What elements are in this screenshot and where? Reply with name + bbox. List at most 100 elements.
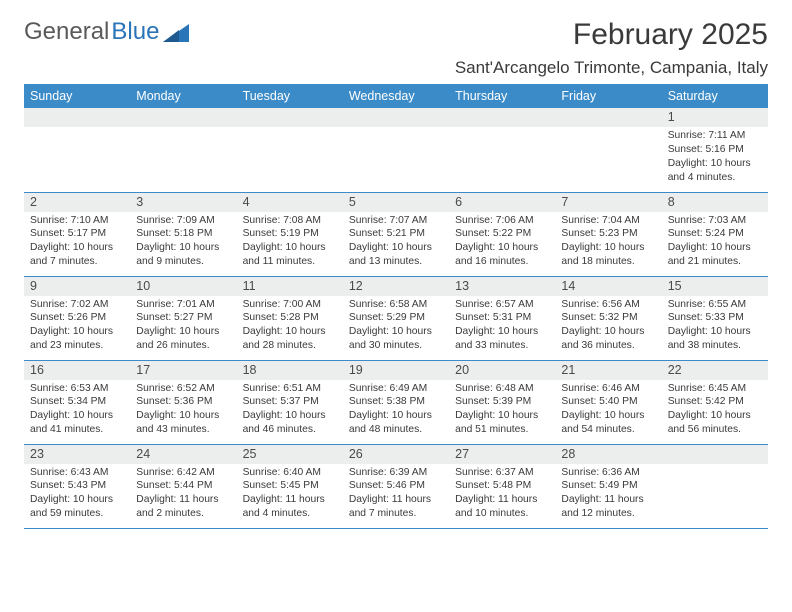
day-number: 3 [130,193,236,212]
calendar-cell: 3Sunrise: 7:09 AMSunset: 5:18 PMDaylight… [130,192,236,276]
day-detail: Sunrise: 7:08 AMSunset: 5:19 PMDaylight:… [237,212,343,274]
day-detail: Sunrise: 6:51 AMSunset: 5:37 PMDaylight:… [237,380,343,442]
brand-text-1: General [24,18,109,46]
brand-text-2: Blue [111,18,159,46]
calendar-cell [130,108,236,192]
calendar-cell [449,108,555,192]
day-detail: Sunrise: 7:09 AMSunset: 5:18 PMDaylight:… [130,212,236,274]
header: GeneralBlue February 2025 Sant'Arcangelo… [24,18,768,84]
day-number: 5 [343,193,449,212]
day-number: 19 [343,361,449,380]
day-detail: Sunrise: 6:43 AMSunset: 5:43 PMDaylight:… [24,464,130,526]
calendar-cell: 18Sunrise: 6:51 AMSunset: 5:37 PMDayligh… [237,360,343,444]
calendar-cell: 9Sunrise: 7:02 AMSunset: 5:26 PMDaylight… [24,276,130,360]
day-detail: Sunrise: 6:39 AMSunset: 5:46 PMDaylight:… [343,464,449,526]
calendar-cell [24,108,130,192]
day-detail: Sunrise: 7:07 AMSunset: 5:21 PMDaylight:… [343,212,449,274]
calendar-cell [662,444,768,528]
calendar-cell: 21Sunrise: 6:46 AMSunset: 5:40 PMDayligh… [555,360,661,444]
day-number: 26 [343,445,449,464]
day-number [555,108,661,127]
day-number: 6 [449,193,555,212]
day-detail: Sunrise: 7:10 AMSunset: 5:17 PMDaylight:… [24,212,130,274]
calendar-cell: 27Sunrise: 6:37 AMSunset: 5:48 PMDayligh… [449,444,555,528]
calendar-cell: 11Sunrise: 7:00 AMSunset: 5:28 PMDayligh… [237,276,343,360]
day-detail: Sunrise: 6:42 AMSunset: 5:44 PMDaylight:… [130,464,236,526]
day-number: 10 [130,277,236,296]
day-detail: Sunrise: 6:46 AMSunset: 5:40 PMDaylight:… [555,380,661,442]
day-number: 9 [24,277,130,296]
day-number: 16 [24,361,130,380]
day-detail: Sunrise: 7:11 AMSunset: 5:16 PMDaylight:… [662,127,768,189]
brand-logo: GeneralBlue [24,18,189,46]
day-detail: Sunrise: 7:06 AMSunset: 5:22 PMDaylight:… [449,212,555,274]
day-detail: Sunrise: 6:55 AMSunset: 5:33 PMDaylight:… [662,296,768,358]
day-number: 14 [555,277,661,296]
calendar-cell: 15Sunrise: 6:55 AMSunset: 5:33 PMDayligh… [662,276,768,360]
calendar-cell: 7Sunrise: 7:04 AMSunset: 5:23 PMDaylight… [555,192,661,276]
day-number [130,108,236,127]
calendar-cell: 24Sunrise: 6:42 AMSunset: 5:44 PMDayligh… [130,444,236,528]
day-number: 15 [662,277,768,296]
day-detail: Sunrise: 6:48 AMSunset: 5:39 PMDaylight:… [449,380,555,442]
calendar-cell: 5Sunrise: 7:07 AMSunset: 5:21 PMDaylight… [343,192,449,276]
day-number [237,108,343,127]
weekday-header: Thursday [449,84,555,108]
day-number: 22 [662,361,768,380]
day-number: 17 [130,361,236,380]
calendar-cell: 26Sunrise: 6:39 AMSunset: 5:46 PMDayligh… [343,444,449,528]
location-text: Sant'Arcangelo Trimonte, Campania, Italy [455,58,768,78]
day-detail: Sunrise: 7:03 AMSunset: 5:24 PMDaylight:… [662,212,768,274]
calendar-table: SundayMondayTuesdayWednesdayThursdayFrid… [24,84,768,529]
calendar-cell: 19Sunrise: 6:49 AMSunset: 5:38 PMDayligh… [343,360,449,444]
day-number: 11 [237,277,343,296]
day-number: 27 [449,445,555,464]
day-detail: Sunrise: 7:04 AMSunset: 5:23 PMDaylight:… [555,212,661,274]
day-detail: Sunrise: 7:02 AMSunset: 5:26 PMDaylight:… [24,296,130,358]
calendar-cell: 6Sunrise: 7:06 AMSunset: 5:22 PMDaylight… [449,192,555,276]
calendar-cell: 10Sunrise: 7:01 AMSunset: 5:27 PMDayligh… [130,276,236,360]
day-number: 23 [24,445,130,464]
calendar-cell: 8Sunrise: 7:03 AMSunset: 5:24 PMDaylight… [662,192,768,276]
weekday-header: Monday [130,84,236,108]
day-number: 12 [343,277,449,296]
calendar-cell: 13Sunrise: 6:57 AMSunset: 5:31 PMDayligh… [449,276,555,360]
calendar-cell: 4Sunrise: 7:08 AMSunset: 5:19 PMDaylight… [237,192,343,276]
weekday-header: Tuesday [237,84,343,108]
day-number [343,108,449,127]
day-number: 7 [555,193,661,212]
calendar-cell: 28Sunrise: 6:36 AMSunset: 5:49 PMDayligh… [555,444,661,528]
day-number [24,108,130,127]
weekday-header: Friday [555,84,661,108]
day-number: 13 [449,277,555,296]
calendar-cell: 23Sunrise: 6:43 AMSunset: 5:43 PMDayligh… [24,444,130,528]
brand-triangle-icon [163,22,189,42]
calendar-cell [343,108,449,192]
calendar-cell: 20Sunrise: 6:48 AMSunset: 5:39 PMDayligh… [449,360,555,444]
day-number: 28 [555,445,661,464]
day-detail: Sunrise: 6:36 AMSunset: 5:49 PMDaylight:… [555,464,661,526]
day-number: 20 [449,361,555,380]
day-detail: Sunrise: 6:58 AMSunset: 5:29 PMDaylight:… [343,296,449,358]
day-number [449,108,555,127]
day-detail: Sunrise: 6:56 AMSunset: 5:32 PMDaylight:… [555,296,661,358]
weekday-header: Saturday [662,84,768,108]
calendar-cell [237,108,343,192]
day-number: 18 [237,361,343,380]
calendar-cell: 2Sunrise: 7:10 AMSunset: 5:17 PMDaylight… [24,192,130,276]
day-detail: Sunrise: 6:40 AMSunset: 5:45 PMDaylight:… [237,464,343,526]
day-number: 8 [662,193,768,212]
weekday-header: Wednesday [343,84,449,108]
day-number: 21 [555,361,661,380]
day-detail: Sunrise: 7:01 AMSunset: 5:27 PMDaylight:… [130,296,236,358]
weekday-header: Sunday [24,84,130,108]
day-detail: Sunrise: 7:00 AMSunset: 5:28 PMDaylight:… [237,296,343,358]
calendar-cell: 12Sunrise: 6:58 AMSunset: 5:29 PMDayligh… [343,276,449,360]
calendar-cell: 22Sunrise: 6:45 AMSunset: 5:42 PMDayligh… [662,360,768,444]
day-number: 24 [130,445,236,464]
day-number: 2 [24,193,130,212]
day-detail: Sunrise: 6:45 AMSunset: 5:42 PMDaylight:… [662,380,768,442]
day-detail: Sunrise: 6:37 AMSunset: 5:48 PMDaylight:… [449,464,555,526]
day-detail: Sunrise: 6:57 AMSunset: 5:31 PMDaylight:… [449,296,555,358]
day-number: 4 [237,193,343,212]
